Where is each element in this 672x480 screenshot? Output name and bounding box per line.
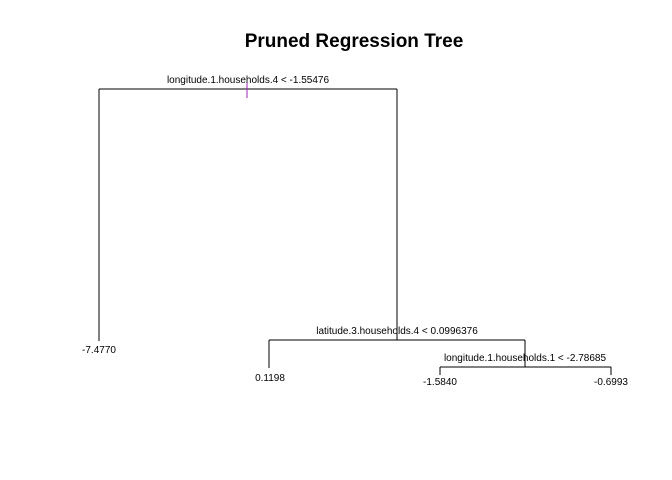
leaf-value-4: -0.6993 bbox=[594, 377, 628, 388]
plot-title: Pruned Regression Tree bbox=[245, 31, 464, 52]
leaf-value-3: -1.5840 bbox=[423, 377, 457, 388]
split-label-root: longitude.1.households.4 < -1.55476 bbox=[167, 75, 330, 86]
split-label-2: latitude.3.households.4 < 0.0996376 bbox=[316, 326, 478, 337]
split-label-3: longitude.1.households.1 < -2.78685 bbox=[444, 353, 607, 364]
leaf-value-1: -7.4770 bbox=[82, 345, 116, 356]
leaf-value-2: 0.1198 bbox=[255, 373, 285, 384]
